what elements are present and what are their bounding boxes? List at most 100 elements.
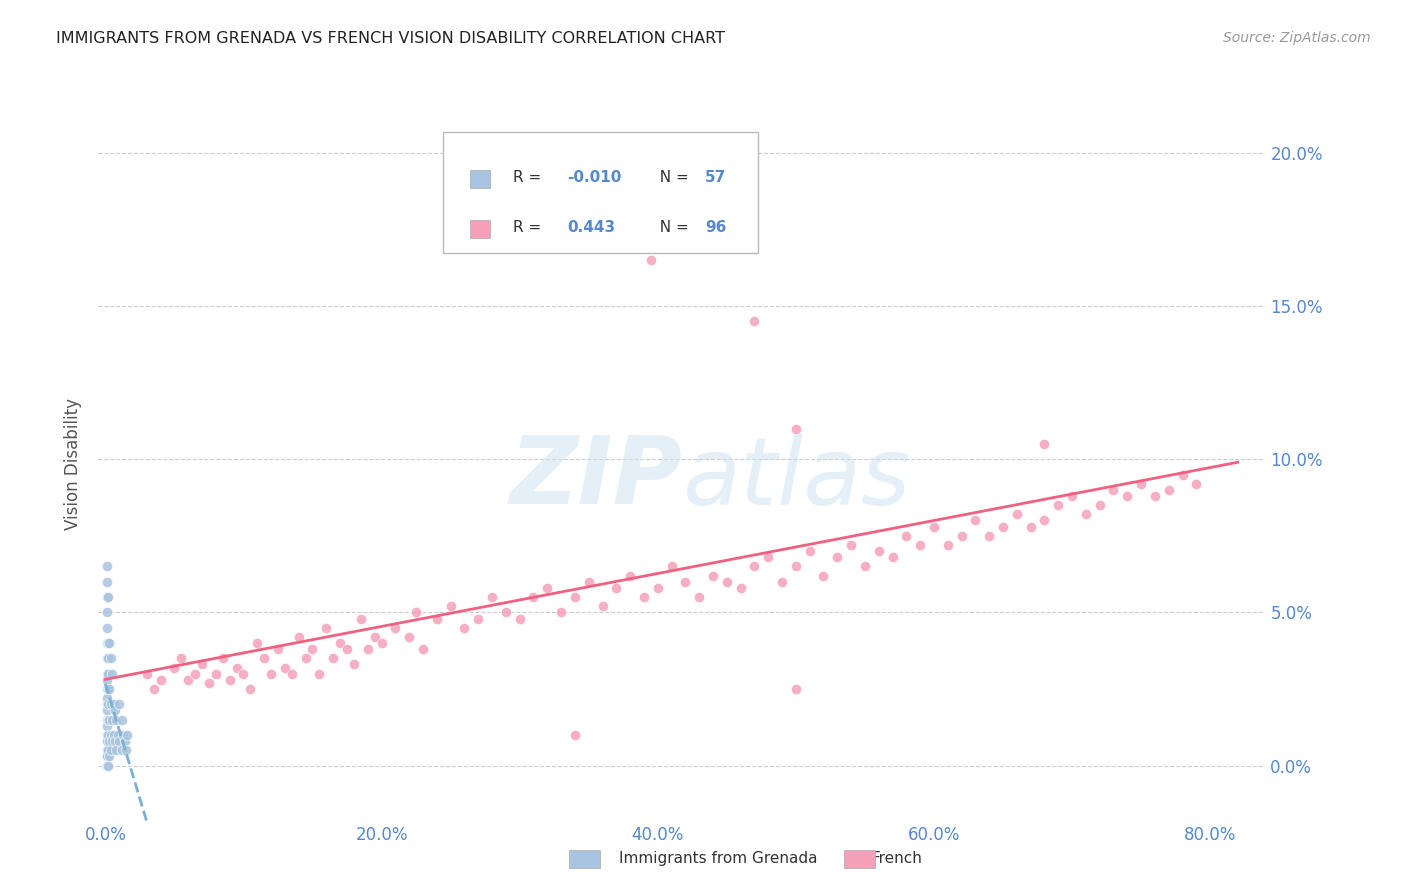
Point — [96, 673, 118, 687]
Point — [370, 636, 392, 650]
Point — [105, 713, 128, 727]
Point — [232, 666, 254, 681]
Text: -0.010: -0.010 — [568, 170, 621, 185]
Point — [191, 657, 214, 672]
Point — [105, 743, 128, 757]
Point — [96, 559, 118, 574]
Point — [1047, 498, 1070, 512]
Point — [702, 568, 724, 582]
Point — [688, 590, 710, 604]
Point — [96, 621, 118, 635]
Point — [115, 743, 138, 757]
Point — [868, 544, 890, 558]
Point — [100, 743, 122, 757]
Point — [98, 713, 121, 727]
Point — [97, 666, 120, 681]
Point — [1033, 437, 1056, 451]
Point — [336, 642, 359, 657]
Point — [965, 514, 987, 528]
Point — [522, 590, 544, 604]
Point — [100, 698, 122, 712]
Point — [98, 734, 121, 748]
Point — [564, 590, 586, 604]
Point — [1060, 489, 1083, 503]
Point — [908, 538, 931, 552]
Point — [204, 666, 226, 681]
Point — [661, 559, 683, 574]
Point — [253, 651, 276, 665]
Text: ZIP: ZIP — [509, 432, 682, 524]
Point — [198, 675, 221, 690]
Point — [267, 642, 290, 657]
Text: 57: 57 — [706, 170, 727, 185]
Point — [114, 734, 136, 748]
Text: N =: N = — [651, 170, 695, 185]
Point — [96, 681, 118, 696]
Point — [398, 630, 420, 644]
Point — [170, 651, 193, 665]
Point — [184, 666, 207, 681]
Point — [98, 636, 121, 650]
Point — [260, 666, 283, 681]
Point — [619, 568, 641, 582]
Point — [96, 719, 118, 733]
Point — [97, 698, 120, 712]
Point — [991, 519, 1014, 533]
FancyBboxPatch shape — [470, 170, 489, 188]
Text: atlas: atlas — [682, 433, 910, 524]
Text: French: French — [872, 851, 922, 865]
Point — [979, 529, 1001, 543]
Point — [453, 621, 475, 635]
Point — [97, 728, 120, 742]
Point — [827, 550, 849, 565]
Point — [96, 691, 118, 706]
Point — [96, 606, 118, 620]
Text: 96: 96 — [706, 220, 727, 235]
FancyBboxPatch shape — [470, 220, 489, 238]
Point — [97, 713, 120, 727]
Point — [96, 758, 118, 772]
Point — [1088, 498, 1111, 512]
Point — [813, 568, 835, 582]
Point — [149, 673, 172, 687]
Point — [96, 713, 118, 727]
Point — [1185, 476, 1208, 491]
Point — [108, 734, 131, 748]
Point — [950, 529, 973, 543]
Point — [426, 611, 449, 625]
Point — [101, 666, 124, 681]
Point — [1157, 483, 1180, 497]
Point — [96, 728, 118, 742]
Point — [96, 698, 118, 712]
Y-axis label: Vision Disability: Vision Disability — [65, 398, 83, 530]
Point — [585, 222, 607, 236]
Point — [98, 681, 121, 696]
Text: Immigrants from Grenada: Immigrants from Grenada — [619, 851, 817, 865]
Point — [329, 636, 352, 650]
Point — [315, 621, 337, 635]
Point — [640, 253, 662, 268]
Point — [509, 611, 531, 625]
Point — [108, 698, 131, 712]
Text: R =: R = — [513, 170, 546, 185]
Point — [301, 642, 323, 657]
Point — [592, 599, 614, 614]
Point — [97, 758, 120, 772]
Point — [101, 713, 124, 727]
Point — [744, 559, 766, 574]
Point — [744, 314, 766, 328]
Point — [756, 550, 779, 565]
Point — [103, 698, 125, 712]
Text: R =: R = — [513, 220, 551, 235]
Point — [785, 681, 807, 696]
Point — [103, 728, 125, 742]
Point — [785, 422, 807, 436]
Point — [770, 574, 793, 589]
Point — [350, 611, 373, 625]
Text: Source: ZipAtlas.com: Source: ZipAtlas.com — [1223, 31, 1371, 45]
Point — [100, 651, 122, 665]
Point — [785, 559, 807, 574]
Point — [384, 621, 406, 635]
Point — [412, 642, 434, 657]
Text: 0.443: 0.443 — [568, 220, 616, 235]
